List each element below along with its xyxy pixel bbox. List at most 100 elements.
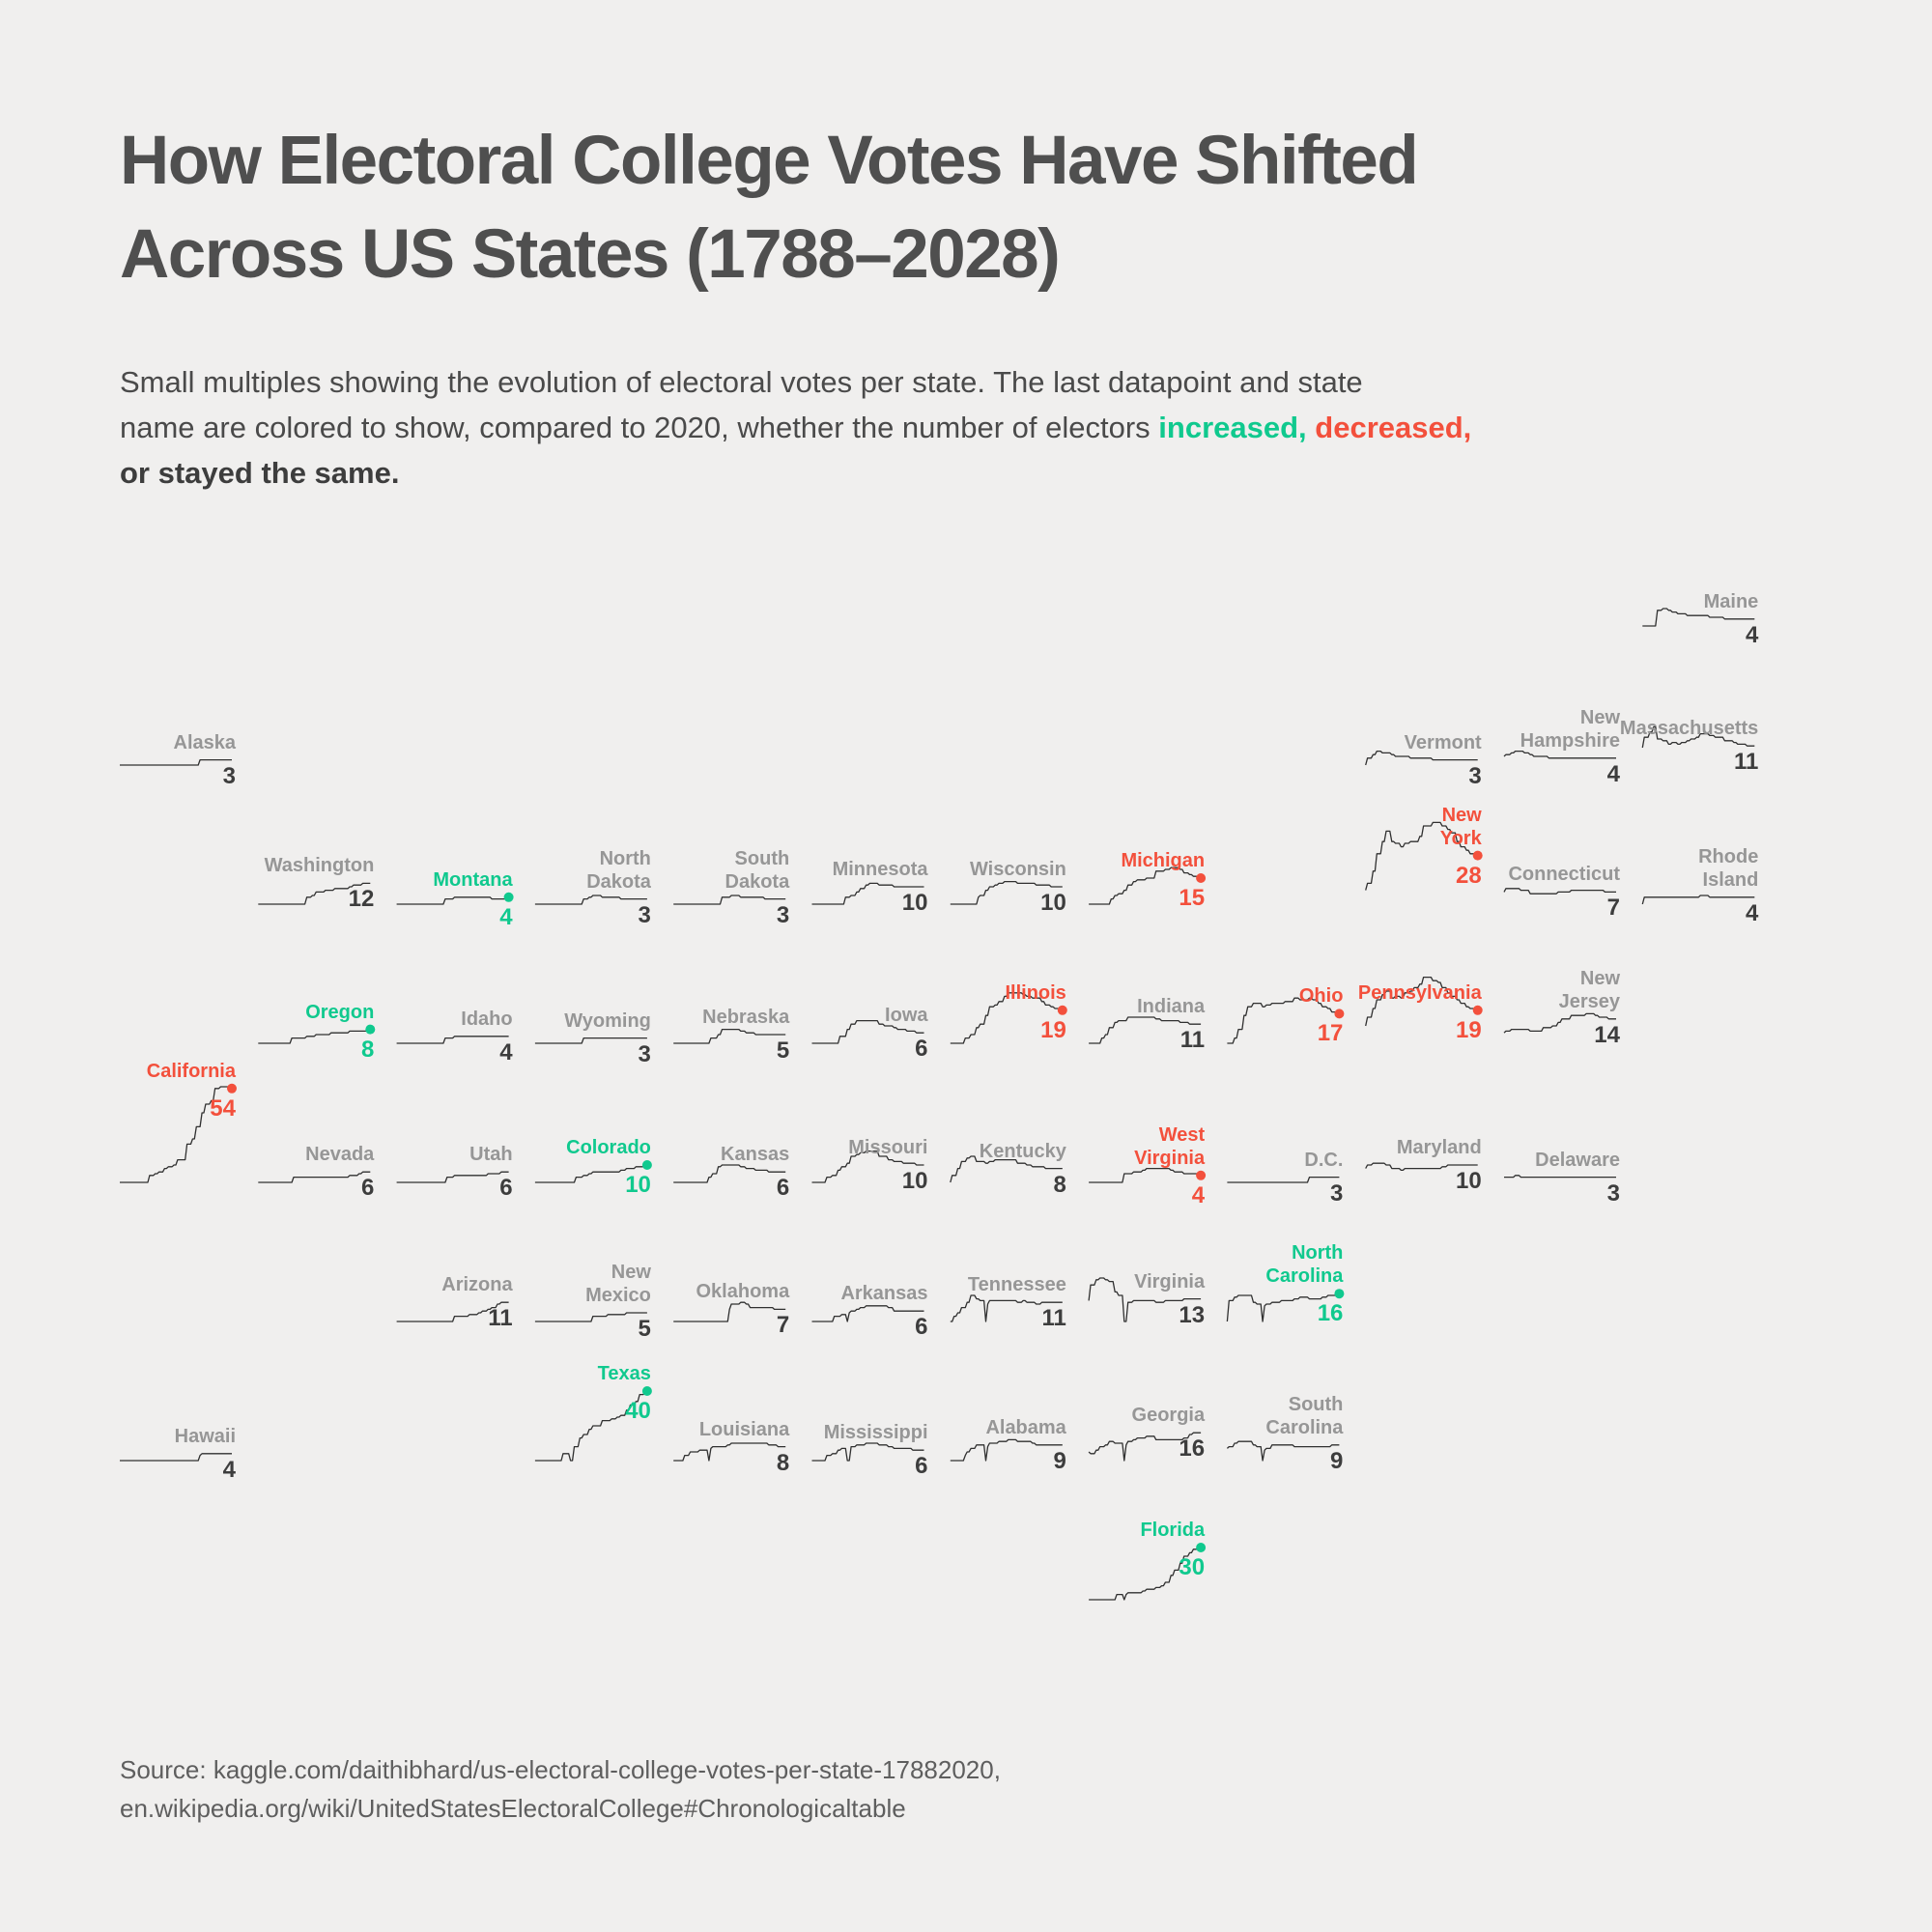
state-name-massachusetts: Massachusetts — [1620, 717, 1758, 740]
state-value-illinois: 19 — [1040, 1016, 1066, 1043]
state-name-line: Colorado — [566, 1137, 651, 1158]
state-name-line: Alabama — [985, 1416, 1066, 1438]
state-name-line: Maine — [1703, 590, 1759, 612]
state-name-kentucky: Kentucky — [980, 1140, 1066, 1163]
state-name-line: New — [611, 1262, 651, 1283]
state-value-alabama: 9 — [1053, 1447, 1066, 1474]
state-value-oregon: 8 — [360, 1036, 375, 1063]
state-name-new-hampshire: New Hampshire — [1520, 706, 1620, 753]
state-name-oklahoma: Oklahoma — [696, 1280, 790, 1303]
subtitle-segment-bold: or stayed the same. — [120, 456, 400, 490]
sparkline-louisiana — [673, 1442, 786, 1462]
sparkline-west-virginia — [1089, 1167, 1202, 1183]
state-value-north-carolina: 16 — [1317, 1300, 1344, 1327]
state-value-maryland: 10 — [1456, 1168, 1482, 1194]
state-name-connecticut: Connecticut — [1508, 863, 1620, 886]
state-name-line: Iowa — [885, 1005, 928, 1027]
state-name-washington: Washington — [265, 854, 375, 877]
source-line-2: en.wikipedia.org/wiki/UnitedStatesElecto… — [120, 1794, 906, 1823]
sparkline-iowa — [811, 1019, 924, 1044]
sparkline-north-carolina — [1226, 1293, 1340, 1322]
sparkline-massachusetts — [1641, 725, 1755, 749]
state-name-line: South — [734, 847, 790, 869]
state-name-idaho: Idaho — [461, 1008, 512, 1031]
sparkline-new-jersey — [1503, 1012, 1616, 1034]
subtitle-segment-plain: name are colored to show, compared to 20… — [120, 411, 1159, 444]
state-name-line: Dakota — [586, 870, 651, 893]
state-name-line: Nevada — [305, 1144, 375, 1166]
state-name-line: West — [1158, 1123, 1206, 1146]
sparkline-hawaii — [120, 1453, 232, 1462]
state-name-line: Carolina — [1265, 1265, 1344, 1288]
state-name-line: North — [599, 847, 651, 869]
endpoint-dot-colorado — [641, 1160, 652, 1170]
state-name-line: Carolina — [1265, 1416, 1344, 1438]
state-value-missouri: 10 — [901, 1168, 928, 1194]
state-name-line: Ohio — [1298, 985, 1344, 1008]
state-name-line: Delaware — [1535, 1149, 1620, 1171]
state-name-vermont: Vermont — [1405, 731, 1482, 754]
state-value-iowa: 6 — [915, 1036, 928, 1063]
sparkline-rhode-island — [1641, 895, 1755, 905]
state-value-wyoming: 3 — [638, 1040, 651, 1067]
state-name-line: Oregon — [305, 1001, 375, 1023]
state-name-line: Virginia — [1134, 1147, 1206, 1169]
endpoint-dot-oregon — [365, 1024, 376, 1035]
state-name-line: D.C. — [1304, 1149, 1344, 1171]
endpoint-dot-florida — [1196, 1543, 1207, 1552]
state-name-line: Georgia — [1131, 1405, 1206, 1427]
state-name-line: Island — [1702, 868, 1759, 891]
state-name-line: Pennsylvania — [1357, 981, 1482, 1004]
state-name-line: Texas — [597, 1363, 651, 1384]
state-name-line: California — [146, 1060, 236, 1082]
state-name-indiana: Indiana — [1137, 995, 1205, 1018]
state-name-line: Nebraska — [702, 1007, 790, 1028]
subtitle-segment-decreased: decreased, — [1315, 411, 1472, 444]
state-value-louisiana: 8 — [776, 1449, 790, 1476]
state-name-nebraska: Nebraska — [702, 1006, 789, 1029]
state-name-north-dakota: North Dakota — [586, 847, 651, 894]
state-name-mississippi: Mississippi — [824, 1421, 928, 1444]
state-value-vermont: 3 — [1468, 762, 1482, 789]
page-title-line-1: How Electoral College Votes Have Shifted — [120, 123, 1419, 199]
state-name-line: Dakota — [724, 870, 790, 893]
sparkline-delaware — [1504, 1175, 1616, 1179]
state-value-kentucky: 8 — [1053, 1171, 1066, 1198]
state-name-arkansas: Arkansas — [840, 1282, 927, 1305]
state-name-virginia: Virginia — [1134, 1270, 1205, 1293]
state-name-texas: Texas — [598, 1362, 651, 1385]
sparkline-maine — [1642, 608, 1755, 627]
state-value-wisconsin: 10 — [1040, 890, 1066, 916]
state-name-california: California — [147, 1060, 236, 1083]
state-name-tennessee: Tennessee — [968, 1273, 1066, 1296]
state-value-california: 54 — [210, 1094, 236, 1122]
sparkline-michigan — [1089, 867, 1202, 905]
state-value-florida: 30 — [1179, 1554, 1206, 1580]
endpoint-dot-california — [227, 1083, 237, 1094]
state-value-indiana: 11 — [1179, 1027, 1206, 1054]
endpoint-dot-montana — [503, 892, 514, 902]
state-name-line: Illinois — [1005, 981, 1066, 1004]
state-value-new-mexico: 5 — [638, 1316, 651, 1342]
state-name-nevada: Nevada — [305, 1143, 374, 1166]
sparkline-colorado — [534, 1164, 647, 1183]
state-value-north-dakota: 3 — [638, 901, 651, 928]
sparkline-oklahoma — [673, 1301, 786, 1322]
state-value-massachusetts: 11 — [1733, 749, 1759, 776]
state-name-line: Wisconsin — [969, 859, 1066, 880]
state-name-ohio: Ohio — [1299, 984, 1344, 1008]
state-value-texas: 40 — [625, 1398, 651, 1424]
sparkline-new-york — [1365, 821, 1478, 891]
state-value-west-virginia: 4 — [1191, 1181, 1206, 1208]
state-name-line: Montana — [433, 868, 513, 891]
state-name-west-virginia: West Virginia — [1134, 1123, 1205, 1170]
state-name-utah: Utah — [469, 1143, 512, 1166]
sparkline-new-hampshire — [1503, 750, 1616, 759]
subtitle-segment-plain: Small multiples showing the evolution of… — [120, 365, 1363, 399]
sparkline-alabama — [950, 1438, 1063, 1462]
state-name-line: Oklahoma — [696, 1281, 790, 1303]
state-value-mississippi: 6 — [915, 1453, 928, 1480]
sparkline-vermont — [1365, 750, 1478, 766]
state-name-louisiana: Louisiana — [699, 1418, 789, 1441]
